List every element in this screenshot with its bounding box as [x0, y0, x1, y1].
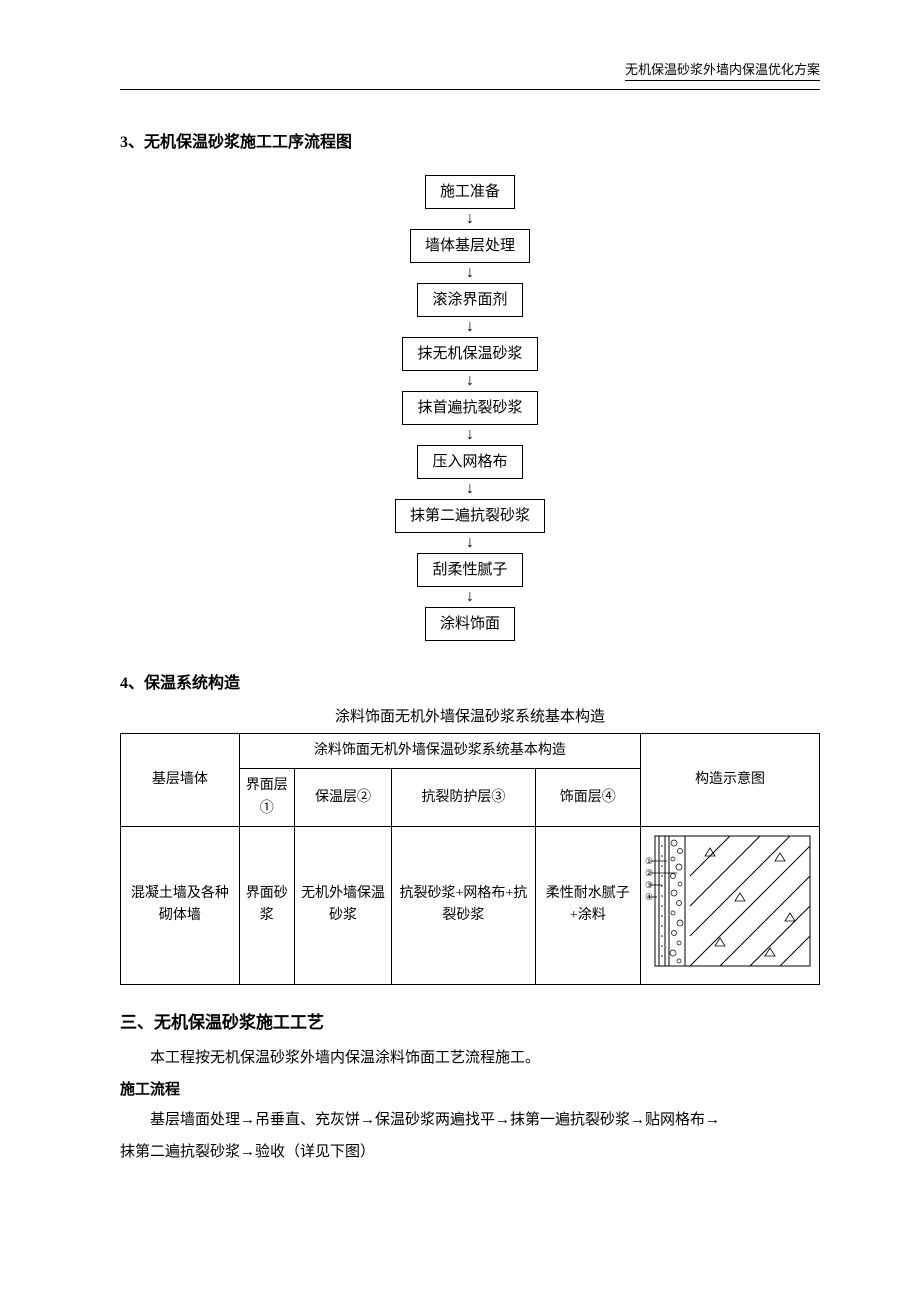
flowchart-container: 施工准备 ↓ 墙体基层处理 ↓ 滚涂界面剂 ↓ 抹无机保温砂浆 ↓ 抹首遍抗裂砂… — [120, 175, 820, 641]
flow-arrow: ↓ — [466, 319, 474, 335]
td-layer4: 柔性耐水腻子+涂料 — [535, 827, 640, 984]
section4-title: 4、保温系统构造 — [120, 671, 820, 697]
main-section-3-title: 三、无机保温砂浆施工工艺 — [120, 1009, 820, 1036]
flow-arrow: ↓ — [466, 373, 474, 389]
svg-text:②: ② — [645, 868, 653, 878]
flow-arrow: ↓ — [466, 211, 474, 227]
page-header-right: 无机保温砂浆外墙内保温优化方案 — [120, 60, 820, 90]
flow-text-line1: 基层墙面处理→吊垂直、充灰饼→保温砂浆两遍找平→抹第一遍抗裂砂浆→贴网格布→ — [120, 1108, 820, 1132]
flow-arrow: ↓ — [466, 427, 474, 443]
flow-node-4: 抹首遍抗裂砂浆 — [402, 391, 537, 425]
td-diagram: ① ② ③ ④ — [640, 827, 819, 984]
th-diagram: 构造示意图 — [640, 733, 819, 826]
section3-title: 3、无机保温砂浆施工工序流程图 — [120, 130, 820, 156]
flow-node-1: 墙体基层处理 — [410, 229, 530, 263]
structure-diagram-icon: ① ② ③ ④ — [645, 831, 815, 971]
flow-arrow: ↓ — [466, 265, 474, 281]
td-base: 混凝土墙及各种砌体墙 — [121, 827, 240, 984]
th-system-span: 涂料饰面无机外墙保温砂浆系统基本构造 — [239, 733, 640, 768]
table-row: 混凝土墙及各种砌体墙 界面砂浆 无机外墙保温砂浆 抗裂砂浆+网格布+抗裂砂浆 柔… — [121, 827, 820, 984]
flow-node-0: 施工准备 — [425, 175, 515, 209]
flow-node-6: 抹第二遍抗裂砂浆 — [395, 499, 545, 533]
flow-arrow: ↓ — [466, 535, 474, 551]
main3-paragraph: 本工程按无机保温砂浆外墙内保温涂料饰面工艺流程施工。 — [120, 1046, 820, 1070]
td-layer2: 无机外墙保温砂浆 — [294, 827, 392, 984]
flow-subtitle: 施工流程 — [120, 1078, 820, 1102]
th-layer1: 界面层① — [239, 769, 294, 827]
th-layer4: 饰面层④ — [535, 769, 640, 827]
svg-text:③: ③ — [645, 880, 653, 890]
flow-node-7: 刮柔性腻子 — [417, 553, 522, 587]
flow-arrow: ↓ — [466, 589, 474, 605]
th-base-wall: 基层墙体 — [121, 733, 240, 826]
flow-node-8: 涂料饰面 — [425, 607, 515, 641]
svg-text:④: ④ — [645, 892, 653, 902]
flow-text-line2: 抹第二遍抗裂砂浆→验收（详见下图） — [120, 1140, 820, 1164]
flow-node-5: 压入网格布 — [417, 445, 522, 479]
th-layer3: 抗裂防护层③ — [392, 769, 535, 827]
svg-text:①: ① — [645, 856, 653, 866]
table-row: 基层墙体 涂料饰面无机外墙保温砂浆系统基本构造 构造示意图 — [121, 733, 820, 768]
flow-node-3: 抹无机保温砂浆 — [402, 337, 537, 371]
structure-table: 基层墙体 涂料饰面无机外墙保温砂浆系统基本构造 构造示意图 界面层① 保温层② … — [120, 733, 820, 985]
td-layer1: 界面砂浆 — [239, 827, 294, 984]
table-caption: 涂料饰面无机外墙保温砂浆系统基本构造 — [120, 705, 820, 729]
td-layer3: 抗裂砂浆+网格布+抗裂砂浆 — [392, 827, 535, 984]
flow-node-2: 滚涂界面剂 — [417, 283, 522, 317]
th-layer2: 保温层② — [294, 769, 392, 827]
flow-arrow: ↓ — [466, 481, 474, 497]
